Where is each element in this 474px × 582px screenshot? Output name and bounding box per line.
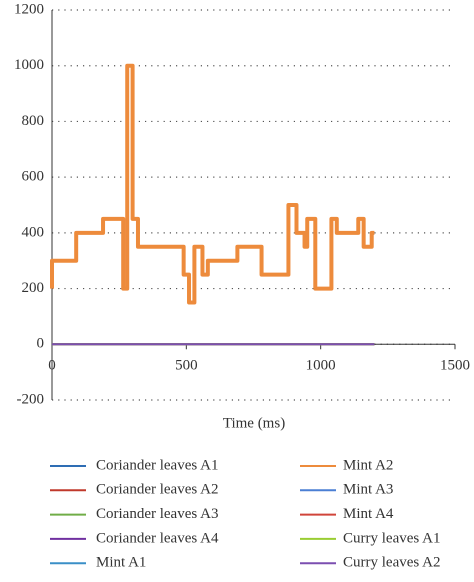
y-tick-label: 200: [22, 280, 45, 296]
legend-label: Mint A3: [343, 482, 393, 498]
legend-label: Curry leaves A1: [343, 530, 440, 546]
series-line: [50, 63, 375, 305]
x-tick-label: 500: [175, 358, 198, 374]
legend-label: Curry leaves A2: [343, 555, 440, 571]
legend-label: Mint A2: [343, 457, 393, 473]
y-tick-label: 1000: [14, 57, 44, 73]
y-tick-label: 400: [22, 224, 45, 240]
legend-label: Coriander leaves A3: [96, 506, 218, 522]
y-tick-label: 800: [22, 113, 45, 129]
x-axis-label: Time (ms): [223, 415, 285, 431]
legend-label: Coriander leaves A2: [96, 482, 218, 498]
y-tick-label: 1200: [14, 1, 44, 17]
legend-label: Mint A1: [96, 555, 146, 571]
y-tick-label: 0: [37, 336, 45, 352]
x-tick-label: 1500: [440, 358, 470, 374]
legend-label: Coriander leaves A1: [96, 457, 218, 473]
y-tick-label: 600: [22, 169, 45, 185]
legend-label: Coriander leaves A4: [96, 530, 219, 546]
y-tick-label: -200: [17, 391, 45, 407]
x-tick-label: 1000: [306, 358, 336, 374]
legend-label: Mint A4: [343, 506, 394, 522]
